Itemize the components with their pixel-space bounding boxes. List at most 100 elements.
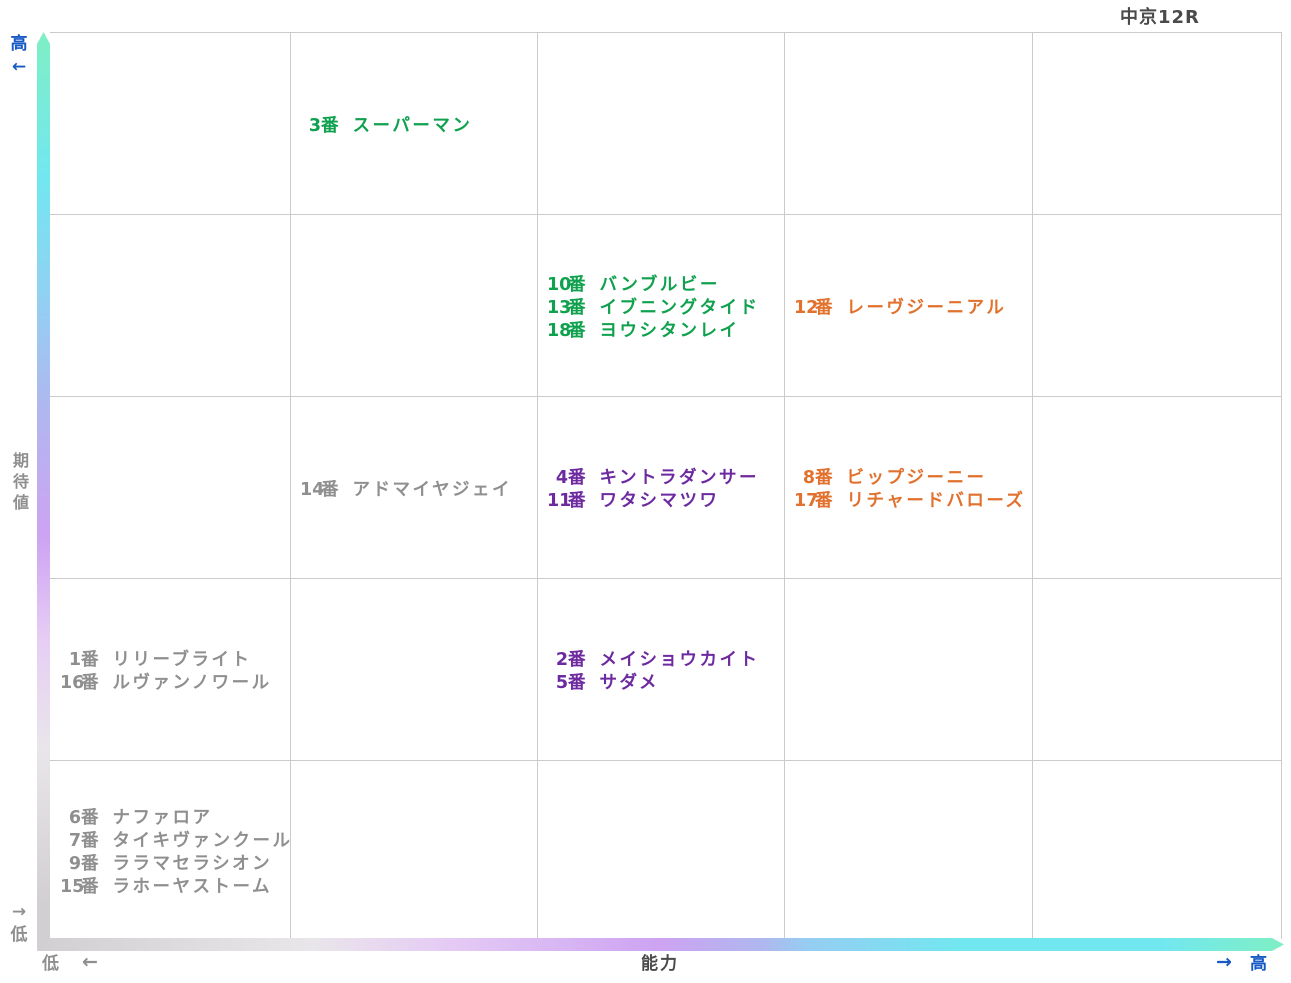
horse-entry: 1 番リリーブライト	[60, 646, 272, 670]
horse-number: 15	[60, 876, 85, 897]
y-axis-low-label: → 低	[8, 901, 30, 947]
horse-entry: 5 番サダメ	[547, 669, 760, 693]
horse-number: 9	[68, 853, 81, 874]
y-axis-gradient-bar	[37, 32, 50, 951]
horse-name: レーヴジーニアル	[846, 297, 1007, 318]
horse-number: 10	[547, 274, 572, 295]
horse-entry: 2 番メイショウカイト	[547, 646, 760, 670]
horse-number: 17	[794, 491, 819, 511]
x-axis-title: 能力	[641, 954, 679, 974]
horse-name: バンブルビー	[599, 274, 720, 295]
horse-entry: 18 番ヨウシタンレイ	[547, 317, 760, 341]
horse-number-suffix: 番	[568, 468, 586, 488]
horse-entry: 17 番リチャードバローズ	[794, 487, 1026, 511]
horse-number-suffix: 番	[815, 297, 833, 318]
horse-entry: 12 番レーヴジーニアル	[794, 294, 1007, 318]
horse-number: 1	[68, 650, 81, 670]
horse-entry: 11 番ワタシマツワ	[547, 487, 759, 511]
y-low-text: 低	[10, 925, 28, 945]
horse-name: メイショウカイト	[599, 650, 760, 670]
horse-name: ルヴァンノワール	[112, 673, 272, 693]
horse-group: 3 番スーパーマン	[300, 112, 473, 136]
horse-number-suffix: 番	[815, 491, 833, 511]
horse-name: ラホーヤストーム	[112, 876, 272, 897]
horse-entry: 15 番ラホーヤストーム	[60, 873, 293, 897]
horse-number: 2	[555, 650, 568, 670]
race-title: 中京12R	[1120, 7, 1200, 28]
up-arrow-icon: ←	[11, 57, 27, 77]
grid-line-vertical	[290, 33, 291, 939]
horse-entry: 6 番ナファロア	[60, 804, 293, 828]
horse-name: ワタシマツワ	[599, 491, 720, 511]
down-arrow-icon: →	[11, 902, 27, 922]
horse-number: 4	[555, 468, 568, 488]
grid-line-horizontal	[50, 578, 1281, 579]
horse-number-suffix: 番	[568, 650, 586, 670]
horse-number-suffix: 番	[321, 479, 339, 500]
y-axis-title: 期待値	[10, 452, 29, 515]
horse-group: 2 番メイショウカイト 5 番サダメ	[547, 646, 760, 693]
horse-entry: 7 番タイキヴァンクール	[60, 827, 293, 851]
horse-number: 18	[547, 320, 572, 341]
horse-number: 11	[547, 491, 572, 511]
horse-group: 12 番レーヴジーニアル	[794, 294, 1007, 318]
horse-number-suffix: 番	[568, 673, 586, 693]
horse-name: ナファロア	[112, 807, 213, 828]
horse-number-suffix: 番	[81, 673, 99, 693]
horse-number: 7	[68, 830, 81, 851]
x-axis-high-label: 高	[1250, 954, 1267, 974]
horse-group: 14 番アドマイヤジェイ	[300, 476, 512, 500]
horse-number-suffix: 番	[815, 468, 833, 488]
y-high-text: 高	[10, 34, 28, 54]
horse-name: アドマイヤジェイ	[352, 479, 512, 500]
x-axis-low-label: 低	[42, 954, 59, 974]
y-axis-high-label: 高 ←	[8, 33, 30, 79]
horse-number-suffix: 番	[81, 830, 99, 851]
horse-number-suffix: 番	[81, 853, 99, 874]
horse-number: 8	[802, 468, 815, 488]
horse-name: スーパーマン	[352, 116, 473, 136]
horse-number-suffix: 番	[568, 491, 586, 511]
horse-name: キントラダンサー	[599, 468, 759, 488]
grid-line-horizontal	[50, 396, 1281, 397]
horse-group: 6 番ナファロア 7 番タイキヴァンクール 9 番ララマセラシオン 15 番ラホーヤストーム	[60, 804, 293, 897]
horse-number-suffix: 番	[568, 320, 586, 341]
horse-entry: 8 番ビップジーニー	[794, 464, 1025, 488]
horse-number-suffix: 番	[81, 650, 99, 670]
horse-number-suffix: 番	[81, 876, 99, 897]
horse-name: イブニングタイド	[599, 297, 760, 318]
horse-number-suffix: 番	[568, 297, 586, 318]
horse-entry: 16 番ルヴァンノワール	[60, 669, 272, 693]
x-axis-gradient-bar	[37, 938, 1284, 951]
left-arrow-icon: ←	[82, 951, 98, 973]
horse-number: 6	[68, 807, 81, 828]
horse-number: 5	[555, 673, 568, 693]
horse-number: 3	[308, 116, 321, 136]
horse-name: ビップジーニー	[846, 468, 987, 488]
horse-group: 1 番リリーブライト 16 番ルヴァンノワール	[60, 646, 272, 693]
horse-entry: 10 番バンブルビー	[547, 271, 760, 295]
horse-number: 14	[300, 479, 325, 500]
horse-number-suffix: 番	[321, 116, 339, 136]
horse-entry: 14 番アドマイヤジェイ	[300, 476, 512, 500]
horse-entry: 3 番スーパーマン	[300, 112, 473, 136]
horse-name: サダメ	[599, 673, 659, 693]
horse-entry: 4 番キントラダンサー	[547, 464, 759, 488]
horse-name: リリーブライト	[112, 650, 252, 670]
horse-name: ヨウシタンレイ	[599, 320, 740, 341]
horse-number-suffix: 番	[568, 274, 586, 295]
horse-number: 12	[794, 297, 819, 318]
horse-name: ララマセラシオン	[112, 853, 273, 874]
horse-group: 8 番ビップジーニー 17 番リチャードバローズ	[794, 464, 1026, 511]
horse-number: 13	[547, 297, 572, 318]
plot-area: 3 番スーパーマン 10 番バンブルビー 13 番イブニングタイド 18 番ヨウシタンレイ 12…	[50, 32, 1282, 939]
horse-number: 16	[60, 673, 85, 693]
grid-line-vertical	[784, 33, 785, 939]
grid-line-vertical	[537, 33, 538, 939]
horse-group: 4 番キントラダンサー 11 番ワタシマツワ	[547, 464, 759, 511]
right-arrow-icon: →	[1216, 951, 1232, 973]
horse-entry: 13 番イブニングタイド	[547, 294, 760, 318]
horse-group: 10 番バンブルビー 13 番イブニングタイド 18 番ヨウシタンレイ	[547, 271, 760, 341]
horse-name: リチャードバローズ	[846, 491, 1026, 511]
